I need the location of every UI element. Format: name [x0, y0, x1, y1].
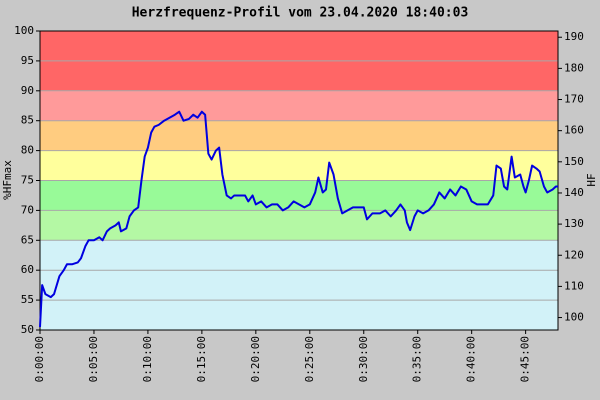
x-tick-label: 0:35:00	[411, 336, 424, 382]
chart-title: Herzfrequenz-Profil vom 23.04.2020 18:40…	[132, 6, 469, 21]
x-tick-label: 0:05:00	[87, 336, 100, 382]
zone-band	[40, 240, 558, 330]
x-tick-label: 0:00:00	[33, 336, 46, 382]
y2-tick-label: 170	[564, 93, 584, 106]
y2-axis-label: HF	[585, 173, 598, 186]
y2-tick-label: 110	[564, 279, 584, 292]
zone-band	[40, 90, 558, 121]
x-tick-label: 0:40:00	[465, 336, 478, 382]
x-tick-label: 0:45:00	[519, 336, 532, 382]
y2-tick-label: 180	[564, 61, 584, 74]
y2-tick-label: 140	[564, 186, 584, 199]
y2-tick-label: 100	[564, 311, 584, 324]
y-tick-label: 95	[21, 54, 34, 67]
x-tick-label: 0:30:00	[357, 336, 370, 382]
y2-tick-label: 150	[564, 155, 584, 168]
y-tick-label: 75	[21, 174, 34, 187]
y-tick-label: 80	[21, 144, 34, 157]
zone-band	[40, 120, 558, 151]
y2-tick-label: 190	[564, 30, 584, 43]
y2-tick-label: 130	[564, 217, 584, 230]
x-tick-label: 0:20:00	[249, 336, 262, 382]
x-tick-label: 0:15:00	[195, 336, 208, 382]
x-tick-label: 0:10:00	[141, 336, 154, 382]
x-tick-label: 0:25:00	[303, 336, 316, 382]
zone-band	[40, 210, 558, 241]
y-tick-label: 100	[14, 24, 34, 37]
zone-band	[40, 180, 558, 211]
zone-band	[40, 150, 558, 181]
heart-rate-line	[39, 110, 558, 328]
y2-tick-label: 120	[564, 248, 584, 261]
y-tick-label: 65	[21, 233, 34, 246]
y-tick-label: 90	[21, 84, 34, 97]
y-tick-label: 85	[21, 114, 34, 127]
y-tick-label: 50	[21, 323, 34, 336]
plot-frame	[39, 30, 559, 331]
y-tick-label: 60	[21, 263, 34, 276]
y2-tick-label: 160	[564, 124, 584, 137]
y-tick-label: 70	[21, 203, 34, 216]
y-tick-label: 55	[21, 293, 34, 306]
y-axis-label: %HFmax	[1, 160, 14, 200]
